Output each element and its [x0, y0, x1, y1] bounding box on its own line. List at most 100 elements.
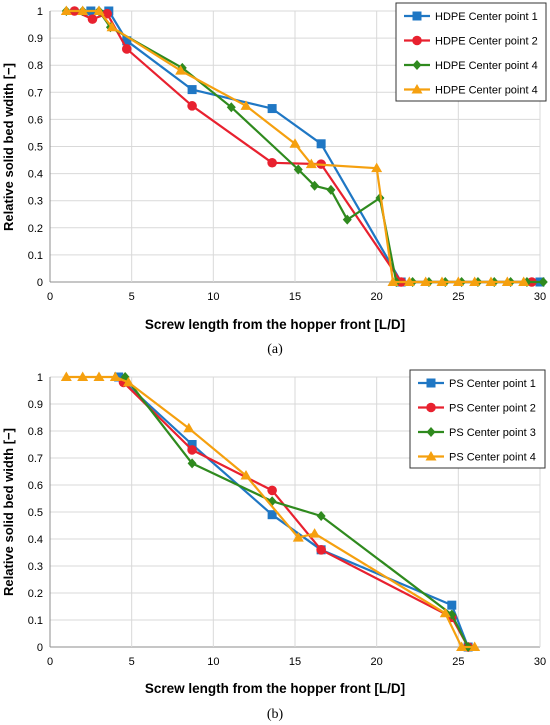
data-point: [106, 21, 118, 32]
data-point: [226, 102, 236, 113]
legend-b[interactable]: PS Center point 1 PS Center point 2 PS Cen…: [409, 369, 546, 469]
legend-marker: [412, 60, 422, 70]
data-point: [293, 164, 303, 175]
y-tick-label: 0.3: [28, 561, 43, 573]
y-tick-label: 0.5: [28, 142, 43, 154]
data-point: [316, 511, 326, 522]
data-point: [122, 36, 132, 46]
data-point: [187, 85, 197, 95]
data-point: [121, 44, 132, 54]
legend-item[interactable]: PS Center point 1: [418, 378, 536, 390]
data-point: [447, 600, 457, 610]
legend-item[interactable]: PS Center point 2: [418, 403, 536, 415]
data-point: [292, 532, 304, 542]
data-point: [187, 458, 197, 469]
series-line: [124, 376, 470, 648]
data-point: [102, 8, 112, 19]
legend-item[interactable]: HDPE Center point 4: [404, 84, 538, 97]
legend-item[interactable]: HDPE Center point 1: [404, 11, 538, 23]
data-point: [310, 180, 320, 191]
legend-a[interactable]: HDPE Center point 1 HDPE Center point 2 HD…: [395, 2, 547, 102]
data-point: [305, 158, 317, 169]
y-tick-label: 0.6: [28, 480, 43, 492]
data-point: [371, 162, 383, 173]
y-tick-label: 0.5: [28, 507, 43, 519]
chart-panel-a: 0 0.1 0.2 0.3 0.4 0.5 0.6 0.7 0.8 0.9 1 0 5 10 15 20 25…: [1, 2, 548, 332]
x-axis-label-b: Screw length from the hopper front [L/D]: [145, 681, 405, 696]
data-point: [456, 641, 468, 651]
legend-marker: [411, 84, 423, 94]
x-tick-label: 15: [289, 656, 301, 668]
x-tick-label: 0: [47, 656, 53, 668]
y-tick-label: 0: [37, 277, 43, 289]
y-tick-labels-a: 0 0.1 0.2 0.3 0.4 0.5 0.6 0.7 0.8 0.9 1: [28, 6, 43, 289]
data-point: [93, 371, 105, 381]
data-point: [289, 138, 301, 148]
series-line: [117, 376, 470, 648]
legend-label: HDPE Center point 4: [435, 60, 538, 72]
data-point: [187, 440, 197, 449]
data-point: [93, 5, 105, 15]
data-point: [60, 371, 72, 381]
y-tick-label: 0: [37, 642, 43, 654]
y-tick-label: 0.8: [28, 60, 43, 72]
legend-marker: [426, 402, 436, 413]
x-tick-label: 15: [289, 291, 301, 303]
data-point: [267, 157, 277, 168]
legend-marker: [412, 11, 422, 21]
series-layer-b: [60, 371, 481, 652]
data-point: [122, 376, 134, 387]
x-tick-label: 10: [207, 656, 219, 668]
data-point: [436, 276, 448, 286]
data-point: [187, 101, 197, 111]
legend-item[interactable]: HDPE Center point 2: [404, 36, 538, 48]
y-tick-label: 1: [37, 6, 43, 18]
data-point: [77, 371, 89, 381]
y-tick-label: 0.2: [28, 588, 43, 600]
legend-item[interactable]: PS Center point 4: [418, 451, 536, 464]
data-point: [175, 65, 187, 75]
data-point: [267, 510, 277, 520]
series-layer-a: [60, 5, 548, 287]
series-4: [60, 5, 530, 286]
data-point: [387, 276, 399, 286]
x-tick-label: 10: [207, 291, 219, 303]
data-point: [342, 214, 352, 225]
caption-a: (a): [267, 342, 283, 357]
chart-panel-b: 0 0.1 0.2 0.3 0.4 0.5 0.6 0.7 0.8 0.9 1 0 5 10 15 20 25…: [1, 369, 546, 696]
x-tick-label: 20: [371, 656, 383, 668]
data-point: [60, 5, 72, 15]
data-point: [114, 372, 124, 382]
legend-marker: [412, 35, 422, 46]
y-tick-label: 0.7: [28, 87, 43, 99]
y-tick-label: 0.9: [28, 33, 43, 45]
data-point: [267, 104, 277, 114]
data-point: [183, 422, 195, 433]
legend-label: HDPE Center point 1: [435, 11, 538, 23]
y-tick-label: 0.7: [28, 453, 43, 465]
x-tick-labels-a: 0 5 10 15 20 25 30: [47, 291, 546, 303]
x-tick-label: 20: [371, 291, 383, 303]
y-tick-label: 0.3: [28, 196, 43, 208]
legend-item[interactable]: HDPE Center point 4: [404, 60, 538, 72]
legend-label: PS Center point 2: [449, 403, 536, 415]
legend-item[interactable]: PS Center point 3: [418, 427, 536, 439]
data-point: [267, 485, 277, 496]
y-tick-label: 0.2: [28, 223, 43, 235]
y-tick-label: 0.6: [28, 114, 43, 126]
legend-marker: [426, 378, 436, 388]
x-tick-label: 0: [47, 291, 53, 303]
x-tick-labels-b: 0 5 10 15 20 25 30: [47, 656, 546, 668]
data-point: [403, 276, 415, 286]
y-tick-label: 0.1: [28, 250, 43, 262]
data-point: [469, 641, 481, 651]
data-point: [538, 277, 548, 287]
data-point: [469, 276, 481, 286]
legend-label: PS Center point 3: [449, 427, 536, 439]
x-axis-label-a: Screw length from the hopper front [L/D]: [145, 317, 405, 332]
x-tick-label: 5: [129, 291, 135, 303]
data-point: [77, 5, 89, 15]
x-tick-label: 30: [534, 656, 546, 668]
data-point: [240, 100, 252, 110]
x-tick-label: 25: [452, 656, 464, 668]
